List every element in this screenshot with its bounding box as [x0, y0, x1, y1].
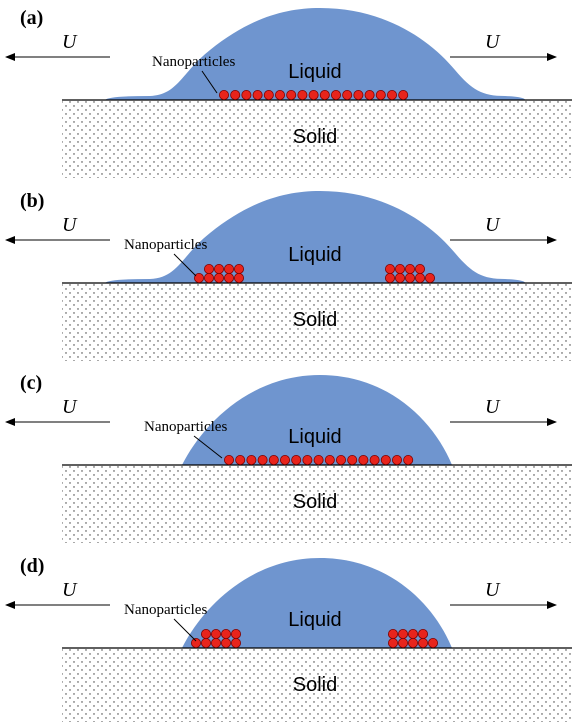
nanoparticle [376, 90, 385, 99]
liquid-label: Liquid [288, 61, 341, 83]
liquid-label: Liquid [288, 244, 341, 266]
nanoparticle [221, 629, 230, 638]
nanoparticle [191, 638, 200, 647]
annotation: Nanoparticles [124, 237, 207, 253]
liquid-label: Liquid [288, 426, 341, 448]
nanoparticle [224, 455, 233, 464]
velocity-label: U [62, 214, 78, 236]
nanoparticle [204, 273, 213, 282]
panel: (d) U U Nanoparticles Liquid Solid [6, 555, 572, 722]
panel: (a) U U Nanoparticles Liquid Solid [6, 7, 572, 178]
nanoparticle [343, 90, 352, 99]
nanoparticle [320, 90, 329, 99]
nanoparticle [418, 629, 427, 638]
nanoparticle [359, 455, 368, 464]
nanoparticle [275, 90, 284, 99]
nanoparticle [425, 273, 434, 282]
nanoparticle [298, 90, 307, 99]
nanoparticle [269, 455, 278, 464]
panel-label: (b) [20, 190, 44, 212]
nanoparticle [415, 264, 424, 273]
solid-label: Solid [293, 309, 337, 331]
nanoparticle [231, 90, 240, 99]
nanoparticle [234, 264, 243, 273]
nanoparticle [399, 90, 408, 99]
nanoparticle [214, 273, 223, 282]
nanoparticle [211, 629, 220, 638]
nanoparticle [264, 90, 273, 99]
nanoparticle [280, 455, 289, 464]
nanoparticle [392, 455, 401, 464]
nanoparticle [214, 264, 223, 273]
nanoparticle [370, 455, 379, 464]
nanoparticle [219, 90, 228, 99]
nanoparticle [325, 455, 334, 464]
nanoparticle [331, 90, 340, 99]
solid-label: Solid [293, 674, 337, 696]
nanoparticle [408, 638, 417, 647]
nanoparticle [204, 264, 213, 273]
nanoparticle [231, 629, 240, 638]
nanoparticle [385, 273, 394, 282]
nanoparticle [201, 629, 210, 638]
nanoparticle [398, 629, 407, 638]
nanoparticle [381, 455, 390, 464]
nanoparticle [253, 90, 262, 99]
nanoparticle [398, 638, 407, 647]
panel-label: (a) [20, 7, 43, 29]
nanoparticle [201, 638, 210, 647]
nanoparticle [303, 455, 312, 464]
nanoparticle [292, 455, 301, 464]
panel-label: (d) [20, 555, 44, 577]
nanoparticle [428, 638, 437, 647]
panel: (c) U U Nanoparticles Liquid Solid [6, 372, 572, 543]
nanoparticle [387, 90, 396, 99]
nanoparticle [287, 90, 296, 99]
solid-label: Solid [293, 126, 337, 148]
nanoparticle [309, 90, 318, 99]
nanoparticle [211, 638, 220, 647]
annotation: Nanoparticles [124, 602, 207, 618]
nanoparticle [258, 455, 267, 464]
nanoparticle [385, 264, 394, 273]
velocity-label: U [485, 214, 501, 236]
nanoparticle [348, 455, 357, 464]
velocity-label: U [485, 396, 501, 418]
nanoparticle [234, 273, 243, 282]
liquid-label: Liquid [288, 609, 341, 631]
nanoparticle [247, 455, 256, 464]
nanoparticle [404, 455, 413, 464]
nanoparticle [194, 273, 203, 282]
nanoparticle [336, 455, 345, 464]
velocity-label: U [485, 579, 501, 601]
nanoparticle [242, 90, 251, 99]
nanoparticle [236, 455, 245, 464]
nanoparticle [415, 273, 424, 282]
diagram: (a) U U Nanoparticles Liquid Solid (b) U U Nanopa… [0, 0, 572, 722]
velocity-label: U [62, 31, 78, 53]
nanoparticle [224, 264, 233, 273]
nanoparticle [418, 638, 427, 647]
nanoparticle [405, 273, 414, 282]
velocity-label: U [62, 396, 78, 418]
velocity-label: U [62, 579, 78, 601]
nanoparticle [231, 638, 240, 647]
nanoparticle [395, 264, 404, 273]
annotation: Nanoparticles [152, 54, 235, 70]
solid-label: Solid [293, 491, 337, 513]
annotation: Nanoparticles [144, 419, 227, 435]
nanoparticle [388, 629, 397, 638]
panel-label: (c) [20, 372, 42, 394]
nanoparticle [408, 629, 417, 638]
velocity-label: U [485, 31, 501, 53]
nanoparticle [405, 264, 414, 273]
nanoparticle [221, 638, 230, 647]
nanoparticle [224, 273, 233, 282]
nanoparticle [314, 455, 323, 464]
nanoparticle [354, 90, 363, 99]
nanoparticle [388, 638, 397, 647]
nanoparticle [395, 273, 404, 282]
nanoparticle [365, 90, 374, 99]
panel: (b) U U Nanoparticles Liquid Solid [6, 190, 572, 361]
